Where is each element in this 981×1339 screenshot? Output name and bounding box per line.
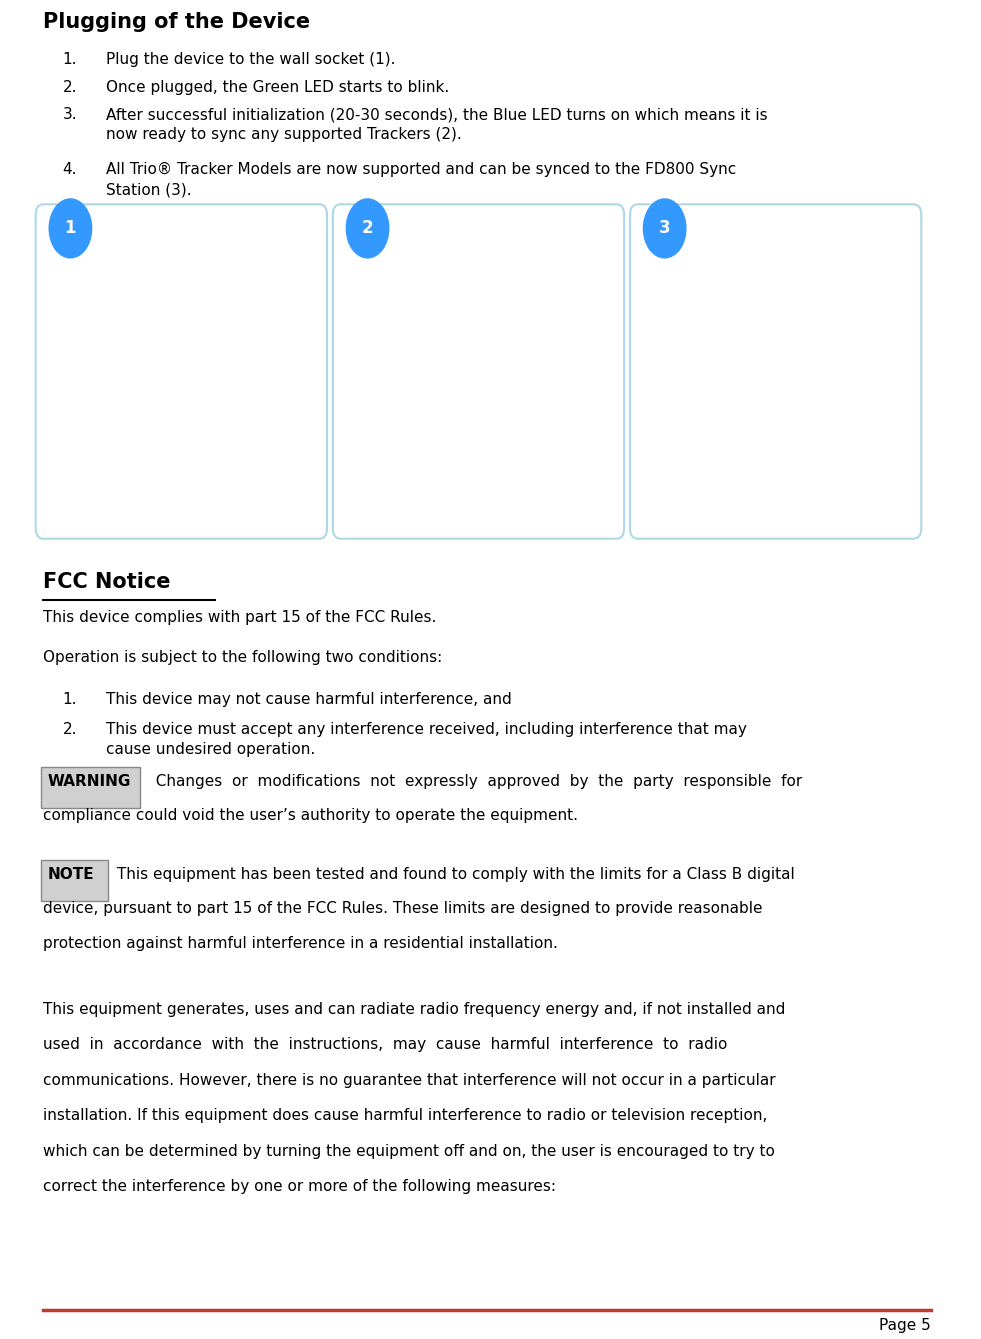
Text: Operation is subject to the following two conditions:: Operation is subject to the following tw… <box>43 649 442 665</box>
Text: 2.: 2. <box>63 80 77 95</box>
Text: 2.: 2. <box>63 722 77 736</box>
Text: 2: 2 <box>362 220 374 237</box>
Text: 1.: 1. <box>63 52 77 67</box>
Text: correct the interference by one or more of the following measures:: correct the interference by one or more … <box>43 1180 556 1194</box>
Text: 3.: 3. <box>63 107 77 122</box>
Text: installation. If this equipment does cause harmful interference to radio or tele: installation. If this equipment does cau… <box>43 1109 768 1123</box>
Text: WARNING: WARNING <box>47 774 130 790</box>
Circle shape <box>49 200 91 258</box>
FancyBboxPatch shape <box>333 205 624 538</box>
Text: Once plugged, the Green LED starts to blink.: Once plugged, the Green LED starts to bl… <box>106 80 449 95</box>
Text: NOTE: NOTE <box>47 868 94 882</box>
Text: Page 5: Page 5 <box>879 1318 931 1334</box>
Text: Plugging of the Device: Plugging of the Device <box>43 12 311 32</box>
Text: 1: 1 <box>65 220 77 237</box>
Text: 4.: 4. <box>63 162 77 177</box>
Text: compliance could void the user’s authority to operate the equipment.: compliance could void the user’s authori… <box>43 809 579 823</box>
Text: device, pursuant to part 15 of the FCC Rules. These limits are designed to provi: device, pursuant to part 15 of the FCC R… <box>43 901 763 916</box>
FancyBboxPatch shape <box>630 205 921 538</box>
Text: 1.: 1. <box>63 692 77 707</box>
Text: After successful initialization (20-30 seconds), the Blue LED turns on which mea: After successful initialization (20-30 s… <box>106 107 768 142</box>
Text: which can be determined by turning the equipment off and on, the user is encoura: which can be determined by turning the e… <box>43 1144 775 1160</box>
Circle shape <box>346 200 388 258</box>
Text: All Trio® Tracker Models are now supported and can be synced to the FD800 Sync
S: All Trio® Tracker Models are now support… <box>106 162 737 197</box>
Text: 3: 3 <box>659 220 670 237</box>
FancyBboxPatch shape <box>41 767 140 809</box>
Text: communications. However, there is no guarantee that interference will not occur : communications. However, there is no gua… <box>43 1073 776 1089</box>
Text: This equipment generates, uses and can radiate radio frequency energy and, if no: This equipment generates, uses and can r… <box>43 1002 786 1018</box>
Circle shape <box>644 200 686 258</box>
Text: protection against harmful interference in a residential installation.: protection against harmful interference … <box>43 936 558 951</box>
Text: This device complies with part 15 of the FCC Rules.: This device complies with part 15 of the… <box>43 611 437 625</box>
FancyBboxPatch shape <box>41 860 108 901</box>
FancyBboxPatch shape <box>35 205 327 538</box>
Text: used  in  accordance  with  the  instructions,  may  cause  harmful  interferenc: used in accordance with the instructions… <box>43 1038 728 1052</box>
Text: This equipment has been tested and found to comply with the limits for a Class B: This equipment has been tested and found… <box>112 868 795 882</box>
Text: Changes  or  modifications  not  expressly  approved  by  the  party  responsibl: Changes or modifications not expressly a… <box>145 774 801 790</box>
Text: FCC Notice: FCC Notice <box>43 572 171 592</box>
Text: This device may not cause harmful interference, and: This device may not cause harmful interf… <box>106 692 512 707</box>
Text: This device must accept any interference received, including interference that m: This device must accept any interference… <box>106 722 747 758</box>
Text: Plug the device to the wall socket (1).: Plug the device to the wall socket (1). <box>106 52 395 67</box>
